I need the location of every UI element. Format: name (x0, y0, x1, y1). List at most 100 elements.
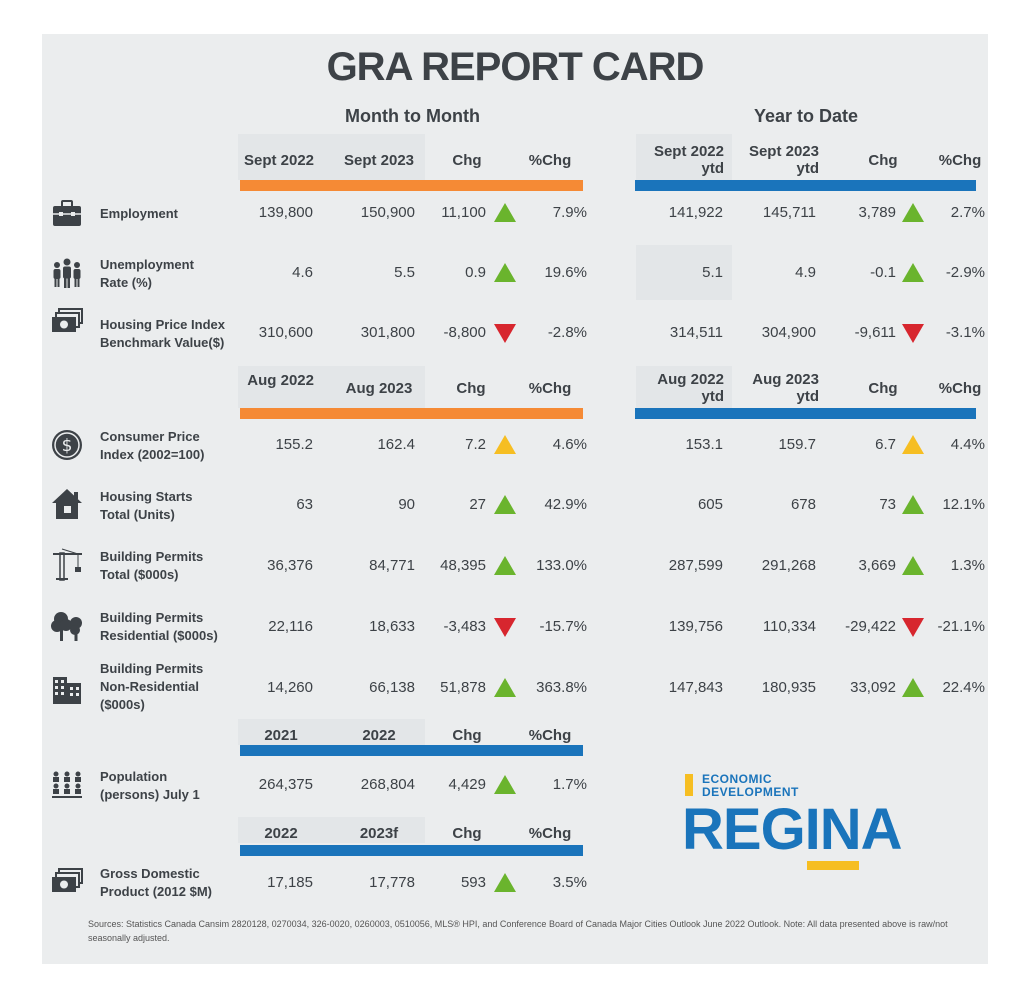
cell-shade (636, 245, 732, 300)
neutral-arrow-icon (902, 435, 924, 454)
cell-ypchg: 2.7% (950, 204, 985, 221)
cell-y2: 678 (790, 496, 816, 513)
cell-m1: 4.6 (292, 264, 313, 281)
down-arrow-icon (902, 618, 924, 637)
cell-m1: 264,375 (258, 776, 313, 793)
crane-icon (53, 548, 82, 581)
section-month-to-month: Month to Month (345, 106, 480, 126)
cell-m2: 301,800 (360, 324, 415, 341)
cell-ypchg: -3.1% (945, 324, 985, 341)
cell-m2: 150,900 (360, 204, 415, 221)
col-header: Aug 2022 (247, 372, 314, 389)
up-arrow-icon (494, 203, 516, 222)
logo-underline (807, 861, 859, 870)
cell-pchg: 7.9% (552, 204, 587, 221)
header-shade (238, 719, 425, 745)
col-header: %Chg (528, 727, 572, 744)
row-label-bp-nonresidential: Building Permits Non-Residential ($000s) (100, 661, 204, 712)
cell-y2: 291,268 (761, 557, 816, 574)
cell-m2: 162.4 (377, 436, 415, 453)
neutral-arrow-icon (494, 435, 516, 454)
cell-m2: 84,771 (369, 557, 415, 574)
money-icon (52, 308, 83, 332)
header-shade (636, 134, 732, 180)
cell-m1: 155.2 (275, 436, 313, 453)
row-label-employment: Employment (100, 206, 179, 221)
section-year-to-date: Year to Date (753, 106, 859, 126)
row-label-population: Population (persons) July 1 (100, 769, 200, 802)
cell-y2: 4.9 (795, 264, 816, 281)
trees-icon (51, 612, 82, 641)
cell-m2: 66,138 (369, 679, 415, 696)
col-header: Aug 2023 ytd (752, 371, 819, 405)
cell-pchg: -15.7% (539, 618, 587, 635)
cell-m1: 14,260 (267, 679, 313, 696)
cell-ypchg: -2.9% (945, 264, 985, 281)
cell-y1: 141,922 (668, 204, 723, 221)
up-arrow-icon (494, 873, 516, 892)
cell-chg: 7.2 (465, 436, 486, 453)
col-header: Chg (456, 380, 486, 397)
cell-chg: 593 (460, 874, 486, 891)
cell-y2: 110,334 (762, 618, 816, 635)
cell-pchg: 3.5% (552, 874, 587, 891)
row-label-bp-total: Building Permits Total ($000s) (100, 549, 204, 582)
cell-m2: 18,633 (369, 618, 415, 635)
blue-bar (635, 408, 976, 419)
cell-ychg: -0.1 (870, 264, 896, 281)
up-arrow-icon (494, 556, 516, 575)
cell-pchg: -2.8% (547, 324, 587, 341)
svg-text:$: $ (62, 436, 73, 456)
cell-ypchg: -21.1% (937, 618, 985, 635)
row-label-housing-starts: Housing Starts Total (Units) (100, 489, 193, 522)
row-label-unemployment: Unemployment Rate (%) (100, 257, 194, 290)
cell-m1: 63 (296, 496, 313, 513)
cell-y1: 139,756 (668, 618, 723, 635)
cell-pchg: 42.9% (544, 496, 587, 513)
cell-chg: 48,395 (440, 557, 486, 574)
up-arrow-icon (902, 203, 924, 222)
cell-y1: 287,599 (668, 557, 723, 574)
house-icon (52, 489, 82, 519)
up-arrow-icon (902, 678, 924, 697)
cell-chg: 27 (469, 496, 486, 513)
header-shade (238, 366, 425, 408)
col-header: %Chg (938, 380, 982, 397)
cell-y1: 314,511 (669, 324, 723, 341)
col-header: Chg (868, 152, 898, 169)
orange-bar (240, 180, 583, 191)
cell-ychg: 3,669 (858, 557, 896, 574)
down-arrow-icon (902, 324, 924, 343)
cell-chg: 0.9 (465, 264, 486, 281)
cell-ychg: -9,611 (854, 324, 896, 341)
col-header: Sept 2022 (243, 152, 315, 169)
logo-line2: DEVELOPMENT (702, 785, 799, 799)
col-header: %Chg (528, 152, 572, 169)
dollar-coin-icon: $ (52, 430, 82, 460)
blue-bar (240, 845, 583, 856)
col-header: Aug 2023 (345, 380, 413, 397)
cell-chg: 11,100 (441, 204, 486, 221)
col-header: %Chg (528, 380, 572, 397)
blue-bar (635, 180, 976, 191)
up-arrow-icon (902, 495, 924, 514)
money-icon (52, 868, 83, 892)
cell-y2: 304,900 (761, 324, 816, 341)
cell-chg: -3,483 (443, 618, 486, 635)
cell-chg: 4,429 (448, 776, 486, 793)
cell-chg: 51,878 (440, 679, 486, 696)
cell-pchg: 133.0% (536, 557, 587, 574)
row-label-housing-price: Housing Price Index Benchmark Value($) (100, 317, 225, 350)
population-icon (52, 771, 82, 798)
cell-m2: 90 (398, 496, 415, 513)
col-header: 2021 (264, 727, 298, 744)
up-arrow-icon (494, 775, 516, 794)
blue-bar (240, 745, 583, 756)
sources-note: Sources: Statistics Canada Cansim 282012… (88, 919, 948, 943)
cell-y2: 159.7 (778, 436, 816, 453)
cell-m1: 22,116 (268, 618, 313, 635)
cell-m2: 17,778 (369, 874, 415, 891)
cell-pchg: 1.7% (552, 776, 587, 793)
page-title: GRA REPORT CARD (326, 45, 705, 89)
up-arrow-icon (494, 678, 516, 697)
